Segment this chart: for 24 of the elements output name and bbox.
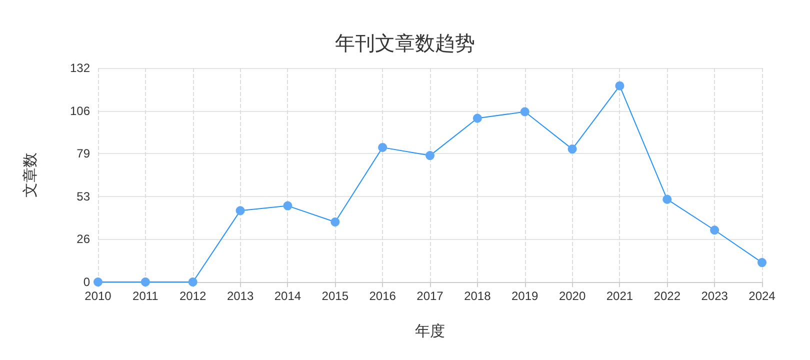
x-tick-label: 2023 [701,289,728,303]
x-tick-label: 2012 [180,289,207,303]
x-tick-label: 2020 [558,289,586,303]
y-tick-label: 132 [70,61,90,75]
x-tick-label: 2021 [606,289,634,303]
x-tick-label: 2018 [464,289,492,303]
x-tick-label: 2016 [369,289,396,303]
y-tick-label: 53 [76,189,90,204]
x-tick-label: 2015 [322,289,349,303]
x-tick-label: 2014 [274,289,302,303]
x-axis-title: 年度 [415,323,445,340]
x-tick-label: 2011 [132,289,159,303]
x-tick-label: 2024 [748,289,776,303]
chart-title: 年刊文章数趋势 [335,31,475,55]
x-tick-label: 2017 [416,289,444,303]
x-tick-label: 2022 [654,289,681,303]
y-tick-label: 79 [76,146,90,161]
y-tick-label: 26 [76,232,90,246]
y-tick-label: 106 [70,104,90,118]
y-axis-title: 文章数 [22,152,39,198]
x-tick-label: 2010 [84,289,112,303]
x-tick-label: 2013 [226,289,254,303]
x-tick-label: 2019 [512,289,539,303]
y-tick-label: 0 [83,275,90,289]
